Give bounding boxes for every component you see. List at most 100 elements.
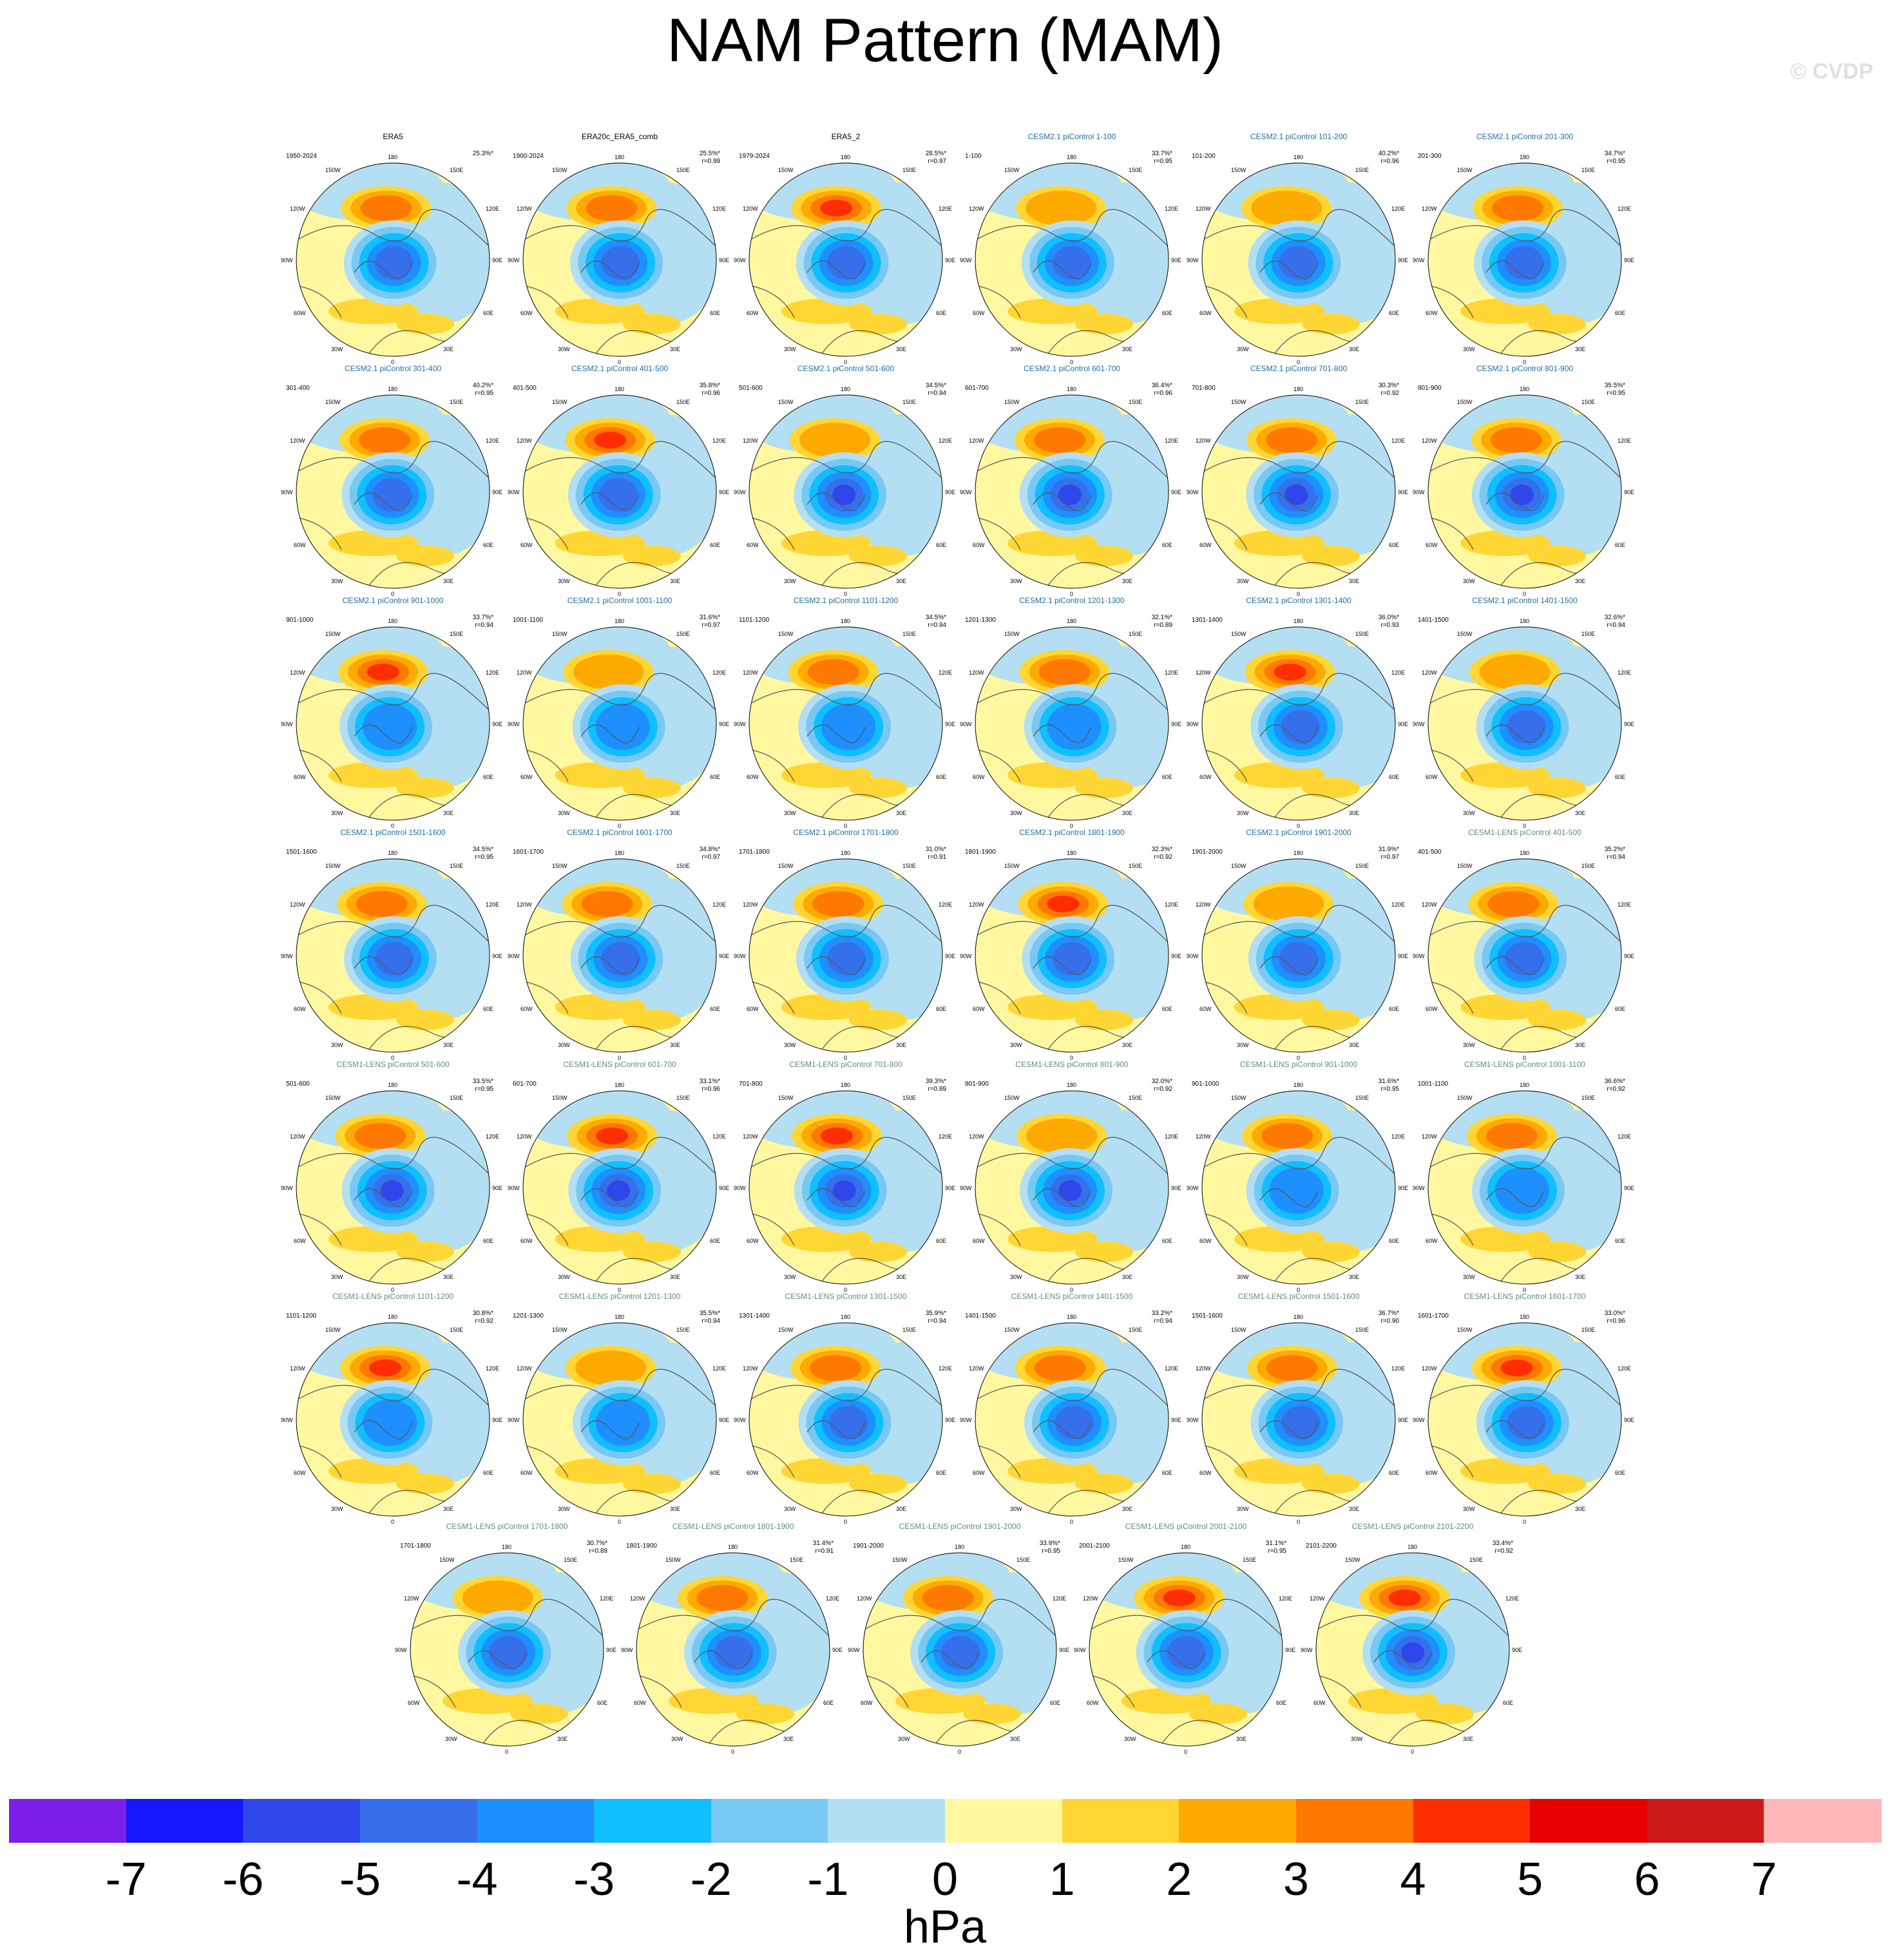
coastline — [1428, 441, 1621, 479]
coastline — [807, 260, 866, 280]
longitude-label: 180 — [1293, 1314, 1304, 1320]
panel-title: CESM2.1 piControl 1901-2000 — [1246, 828, 1351, 837]
longitude-label: 60W — [973, 542, 985, 548]
longitude-label: 30E — [896, 1042, 907, 1048]
longitude-label: 180 — [955, 1544, 965, 1550]
coastline — [1428, 1369, 1621, 1407]
coastline — [1259, 956, 1319, 975]
map-boundary — [522, 626, 717, 821]
panel-years: 1301-1400 — [1192, 617, 1223, 624]
field-negative-contour — [595, 1399, 650, 1446]
panel-title: CESM2.1 piControl 1201-1300 — [1019, 596, 1125, 605]
longitude-label: 90W — [1301, 1647, 1313, 1653]
map-boundary — [296, 858, 490, 1053]
longitude-label: 150E — [676, 863, 691, 869]
longitude-label: 60W — [747, 774, 759, 780]
longitude-label: 0 — [1297, 1055, 1301, 1061]
panel-variance-pct: 35.5%* — [1604, 382, 1625, 389]
field-positive-contour — [596, 1128, 629, 1144]
panel-years: 901-1000 — [1192, 1081, 1219, 1088]
longitude-label: 120E — [712, 669, 727, 676]
longitude-label: 90W — [1074, 1647, 1086, 1653]
coastline — [1202, 749, 1248, 782]
longitude-label: 60W — [294, 1006, 306, 1012]
longitude-label: 120W — [1422, 1133, 1437, 1140]
longitude-label: 150E — [676, 1327, 691, 1333]
longitude-label: 90E — [1171, 721, 1182, 727]
longitude-label: 120W — [969, 1133, 984, 1140]
map-panel: CESM1-LENS piControl 701-800 701-800 39.3%… — [734, 1060, 955, 1293]
longitude-label: 150E — [1355, 1095, 1370, 1101]
colorbar-segment — [1295, 1799, 1413, 1843]
longitude-label: 120E — [1618, 437, 1632, 444]
longitude-label: 0 — [1523, 1055, 1527, 1061]
longitude-label: 60E — [483, 1470, 494, 1476]
longitude-label: 90E — [719, 953, 730, 959]
map-panel: CESM1-LENS piControl 1401-1500 1401-1500 3… — [960, 1292, 1181, 1525]
longitude-label: 30W — [331, 1274, 343, 1280]
longitude-label: 150E — [1129, 167, 1143, 173]
panel-stats: 33.0%* r=0.96 — [1605, 1310, 1625, 1325]
panel-variance-pct: 35.2%* — [1604, 846, 1625, 853]
longitude-label: 150E — [1355, 167, 1370, 173]
longitude-label: 150W — [778, 1327, 794, 1333]
longitude-label: 0 — [618, 1519, 622, 1525]
coastline — [1202, 981, 1248, 1014]
map-panel: CESM2.1 piControl 1901-2000 1901-2000 31.9… — [1187, 828, 1408, 1061]
panel-title: CESM2.1 piControl 1001-1100 — [567, 596, 673, 605]
field-positive-contour — [1528, 1010, 1586, 1030]
panel-variance-pct: 36.4%* — [1151, 382, 1172, 389]
longitude-label: 30W — [784, 578, 796, 584]
field-negative-contour — [1055, 1406, 1094, 1439]
polar-map — [522, 1322, 717, 1517]
map-panel-grid: ERA5 1950-2024 25.3%* 180 0 90W 90E 150W 150E 120… — [281, 132, 1634, 1755]
longitude-label: 120W — [1196, 437, 1211, 444]
field-positive-contour — [1528, 546, 1586, 566]
longitude-label: 60E — [1389, 542, 1400, 548]
longitude-label: 120W — [1196, 1365, 1211, 1372]
coastline — [1428, 905, 1621, 943]
longitude-label: 180 — [728, 1544, 738, 1550]
longitude-label: 120W — [743, 437, 758, 444]
field-positive-contour — [1479, 655, 1551, 689]
longitude-label: 150W — [1004, 167, 1020, 173]
field-negative-contour — [826, 942, 866, 975]
coastline — [975, 209, 1169, 247]
longitude-label: 60W — [747, 310, 759, 316]
longitude-label: 180 — [841, 850, 851, 856]
panel-pattern-corr: r=0.95 — [475, 1086, 493, 1093]
field-positive-contour — [396, 546, 454, 566]
longitude-label: 90W — [1187, 1417, 1199, 1423]
longitude-label: 150W — [325, 399, 341, 405]
longitude-label: 60W — [1199, 310, 1212, 316]
longitude-label: 90W — [281, 489, 293, 495]
panel-variance-pct: 32.3%* — [1151, 846, 1172, 853]
field-positive-contour — [1302, 1242, 1360, 1262]
longitude-label: 150E — [676, 167, 691, 173]
field-positive-contour — [573, 655, 644, 689]
coastline — [354, 260, 413, 280]
coastline — [749, 1137, 942, 1175]
longitude-label: 30E — [896, 1274, 907, 1280]
panel-variance-pct: 40.2%* — [472, 382, 493, 389]
coastline — [296, 1445, 342, 1478]
map-boundary — [522, 1090, 717, 1285]
coastline — [749, 905, 942, 943]
longitude-label: 150E — [676, 631, 691, 637]
field-positive-contour — [1251, 191, 1322, 226]
map-panel: CESM1-LENS piControl 1701-1800 1701-1800 3… — [395, 1522, 616, 1755]
field-positive-contour — [360, 195, 412, 221]
coastline — [296, 517, 342, 550]
field-negative-contour — [372, 478, 412, 512]
panel-years: 1-100 — [965, 153, 982, 160]
longitude-label: 120W — [1196, 901, 1211, 908]
field-positive-contour — [849, 1474, 907, 1494]
longitude-label: 90W — [734, 721, 746, 727]
longitude-label: 90E — [1171, 1185, 1182, 1191]
map-boundary — [1427, 626, 1622, 821]
panel-variance-pct: 33.0%* — [1604, 1310, 1625, 1317]
panel-stats: 35.2%* r=0.94 — [1605, 846, 1625, 861]
longitude-label: 60W — [1426, 774, 1438, 780]
colorbar-tick-label: 5 — [1517, 1854, 1543, 1905]
longitude-label: 30W — [558, 810, 570, 816]
